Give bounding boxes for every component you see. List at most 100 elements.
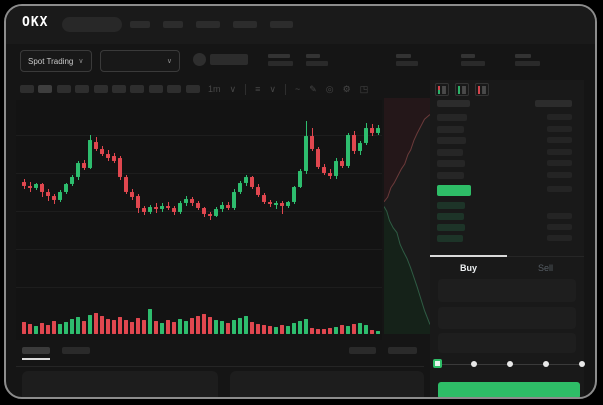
candle xyxy=(94,141,98,150)
price-chart[interactable] xyxy=(16,100,382,340)
icon-square xyxy=(458,86,461,88)
settings-gear-icon[interactable]: ⚙ xyxy=(342,83,351,94)
icon-square xyxy=(438,92,441,94)
bottom-tab-placeholder[interactable] xyxy=(22,347,50,354)
nav-item-placeholder[interactable] xyxy=(270,21,293,28)
main-nav xyxy=(130,21,293,28)
stat-value-placeholder xyxy=(396,61,418,66)
bottom-action-placeholder[interactable] xyxy=(349,347,376,354)
chart-style-icon[interactable]: ≡ xyxy=(255,83,261,94)
ask-amount-placeholder xyxy=(547,149,572,155)
candle xyxy=(202,208,206,214)
indicator-wave-icon[interactable]: ~ xyxy=(294,83,301,94)
toolbar-item-placeholder[interactable] xyxy=(185,85,200,93)
top-navigation-bar: OKX xyxy=(6,6,595,44)
bid-price-placeholder[interactable] xyxy=(437,202,465,209)
candle xyxy=(328,172,332,177)
nav-item-placeholder[interactable] xyxy=(233,21,257,28)
chevron-down-icon: ∨ xyxy=(78,57,84,65)
toolbar-divider xyxy=(245,83,247,95)
ask-price-placeholder[interactable] xyxy=(437,114,467,121)
icon-line xyxy=(461,90,466,92)
interval-selector[interactable]: 1m xyxy=(208,83,221,94)
okx-logo[interactable]: OKX xyxy=(22,15,49,30)
chevron-down-icon[interactable]: ∨ xyxy=(269,83,276,94)
ask-price-placeholder[interactable] xyxy=(437,160,465,167)
slider-step-dot[interactable] xyxy=(543,361,549,367)
ask-price-placeholder[interactable] xyxy=(437,126,464,133)
toolbar-item-placeholder[interactable] xyxy=(167,85,182,93)
volume-bar xyxy=(370,330,374,334)
volume-bar xyxy=(52,321,56,334)
book-both-icon[interactable] xyxy=(435,83,449,96)
toolbar-item-placeholder[interactable] xyxy=(56,85,71,93)
icon-line xyxy=(481,86,486,88)
tab-buy[interactable]: Buy xyxy=(459,263,477,273)
toolbar-item-placeholder[interactable] xyxy=(20,85,34,93)
volume-bar xyxy=(226,323,230,334)
bottom-tab-placeholder[interactable] xyxy=(62,347,90,354)
toolbar-item-placeholder[interactable] xyxy=(148,85,163,93)
slider-handle[interactable] xyxy=(433,359,442,368)
pair-selector[interactable]: ∨ xyxy=(100,50,180,72)
candle xyxy=(298,171,302,187)
slider-step-dot[interactable] xyxy=(579,361,585,367)
icon-square xyxy=(478,88,481,90)
market-type-selector[interactable]: Spot Trading ∨ xyxy=(20,50,92,72)
ask-price-placeholder[interactable] xyxy=(437,137,466,144)
volume-bar xyxy=(298,321,302,334)
draw-pencil-icon[interactable]: ✎ xyxy=(309,83,317,94)
stat-label-placeholder xyxy=(268,54,290,58)
camera-icon[interactable]: ◎ xyxy=(325,83,334,94)
bid-price-placeholder[interactable] xyxy=(437,224,465,231)
nav-item-placeholder[interactable] xyxy=(130,21,150,28)
bid-amount-placeholder xyxy=(547,224,572,230)
candle xyxy=(184,198,188,204)
volume-bar xyxy=(250,322,254,334)
search-input[interactable] xyxy=(62,17,122,32)
order-slider[interactable] xyxy=(430,358,585,372)
volume-bar xyxy=(322,329,326,334)
ask-price-placeholder[interactable] xyxy=(437,149,463,156)
fullscreen-icon[interactable]: ◳ xyxy=(359,83,369,94)
candle xyxy=(358,143,362,152)
volume-bar xyxy=(136,318,140,334)
toolbar-item-placeholder[interactable] xyxy=(111,85,126,93)
ticker-stat xyxy=(306,54,328,66)
icon-line xyxy=(441,90,446,92)
volume-bar xyxy=(238,318,242,334)
candle xyxy=(364,127,368,144)
volume-bar xyxy=(118,317,122,334)
toolbar-item-placeholder[interactable] xyxy=(93,85,108,93)
toolbar-item-placeholder[interactable] xyxy=(75,85,90,93)
candle xyxy=(22,182,26,186)
ask-price-placeholder[interactable] xyxy=(437,172,464,179)
total-input[interactable] xyxy=(438,333,576,353)
toolbar-item-placeholder[interactable] xyxy=(130,85,145,93)
bid-price-placeholder[interactable] xyxy=(437,235,463,242)
buy-submit-button[interactable] xyxy=(438,382,580,397)
icon-square xyxy=(478,86,481,88)
nav-item-placeholder[interactable] xyxy=(163,21,183,28)
volume-bar xyxy=(112,320,116,334)
icon-square xyxy=(478,92,481,94)
candle xyxy=(64,184,68,192)
book-bids-icon[interactable] xyxy=(455,83,469,96)
nav-item-placeholder[interactable] xyxy=(196,21,220,28)
bid-price-placeholder[interactable] xyxy=(437,213,464,220)
book-asks-icon[interactable] xyxy=(475,83,489,96)
ticker-stat xyxy=(515,54,540,66)
last-price-highlight[interactable] xyxy=(437,185,471,196)
chevron-down-icon[interactable]: ∨ xyxy=(229,83,237,94)
icon-row xyxy=(458,90,466,92)
amount-input[interactable] xyxy=(438,307,576,329)
tab-sell[interactable]: Sell xyxy=(537,263,553,273)
slider-step-dot[interactable] xyxy=(507,361,513,367)
volume-bar xyxy=(232,320,236,334)
bottom-action-placeholder[interactable] xyxy=(388,347,417,354)
slider-step-dot[interactable] xyxy=(471,361,477,367)
price-input[interactable] xyxy=(438,279,576,302)
toolbar-item-placeholder[interactable] xyxy=(38,85,53,93)
candle xyxy=(310,136,314,150)
bottom-list-panel xyxy=(230,371,424,397)
